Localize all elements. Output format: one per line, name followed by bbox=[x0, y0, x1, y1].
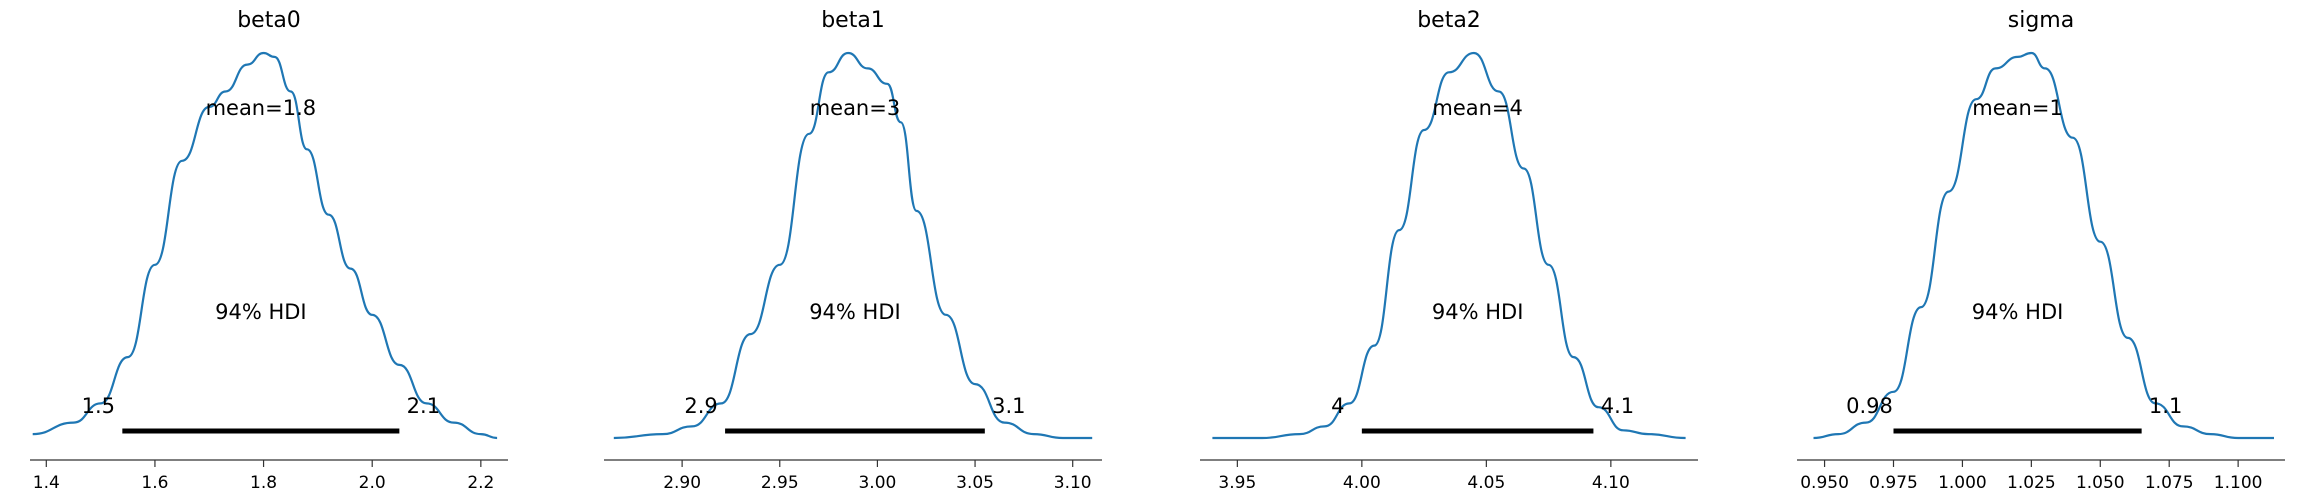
x-tick-label: 1.6 bbox=[141, 473, 168, 493]
x-tick-label: 1.100 bbox=[2214, 473, 2263, 493]
panel-title: beta0 bbox=[237, 8, 301, 33]
hdi-high-label: 2.1 bbox=[407, 394, 440, 418]
panel-sigma: sigma mean=1 94% HDI 0.98 1.1 0.950 0.975 1.000… bbox=[1797, 8, 2285, 493]
x-tick-label: 1.075 bbox=[2145, 473, 2194, 493]
hdi-high-label: 3.1 bbox=[992, 394, 1025, 418]
x-tick-label: 2.95 bbox=[761, 473, 799, 493]
mean-label: mean=4 bbox=[1432, 96, 1523, 120]
panel-title: sigma bbox=[2008, 8, 2074, 33]
x-tick-label: 2.90 bbox=[663, 473, 701, 493]
x-tick-label: 2.0 bbox=[359, 473, 386, 493]
density-curve bbox=[1813, 51, 2274, 440]
hdi-low-label: 2.9 bbox=[684, 394, 717, 418]
hdi-high-label: 1.1 bbox=[2149, 394, 2182, 418]
x-tick-label: 0.975 bbox=[1869, 473, 1918, 493]
x-tick-label: 3.00 bbox=[858, 473, 896, 493]
density-curve bbox=[32, 51, 498, 440]
panel-title: beta2 bbox=[1417, 8, 1481, 33]
panel-title: beta1 bbox=[821, 8, 885, 33]
panel-beta2: beta2 mean=4 94% HDI 4 4.1 3.95 4.00 4.05 4.10 bbox=[1200, 8, 1698, 493]
density-curve bbox=[613, 51, 1093, 440]
mean-label: mean=3 bbox=[810, 96, 901, 120]
hdi-label: 94% HDI bbox=[1972, 300, 2064, 324]
panel-beta1: beta1 mean=3 94% HDI 2.9 3.1 2.90 2.95 3.00 3.05… bbox=[604, 8, 1102, 493]
panel-beta0: beta0 mean=1.8 94% HDI 1.5 2.1 1.4 1.6 1.8 2.0 2.… bbox=[30, 8, 508, 493]
x-tick-label: 4.10 bbox=[1592, 473, 1630, 493]
mean-label: mean=1 bbox=[1972, 96, 2063, 120]
x-tick-label: 1.000 bbox=[1938, 473, 1987, 493]
hdi-low-label: 1.5 bbox=[82, 394, 115, 418]
x-tick-label: 3.05 bbox=[956, 473, 994, 493]
x-tick-label: 1.025 bbox=[2007, 473, 2056, 493]
hdi-label: 94% HDI bbox=[1432, 300, 1524, 324]
hdi-label: 94% HDI bbox=[809, 300, 901, 324]
density-curve bbox=[1212, 51, 1686, 440]
x-tick-label: 3.95 bbox=[1218, 473, 1256, 493]
hdi-high-label: 4.1 bbox=[1601, 394, 1634, 418]
x-tick-label: 1.050 bbox=[2076, 473, 2125, 493]
x-tick-label: 2.2 bbox=[467, 473, 494, 493]
hdi-label: 94% HDI bbox=[215, 300, 307, 324]
x-tick-label: 0.950 bbox=[1800, 473, 1849, 493]
x-tick-label: 1.8 bbox=[250, 473, 277, 493]
mean-label: mean=1.8 bbox=[206, 96, 317, 120]
hdi-low-label: 0.98 bbox=[1846, 394, 1893, 418]
hdi-low-label: 4 bbox=[1331, 394, 1344, 418]
x-tick-label: 1.4 bbox=[33, 473, 60, 493]
x-tick-label: 4.05 bbox=[1467, 473, 1505, 493]
x-tick-label: 4.00 bbox=[1343, 473, 1381, 493]
x-tick-label: 3.10 bbox=[1054, 473, 1092, 493]
